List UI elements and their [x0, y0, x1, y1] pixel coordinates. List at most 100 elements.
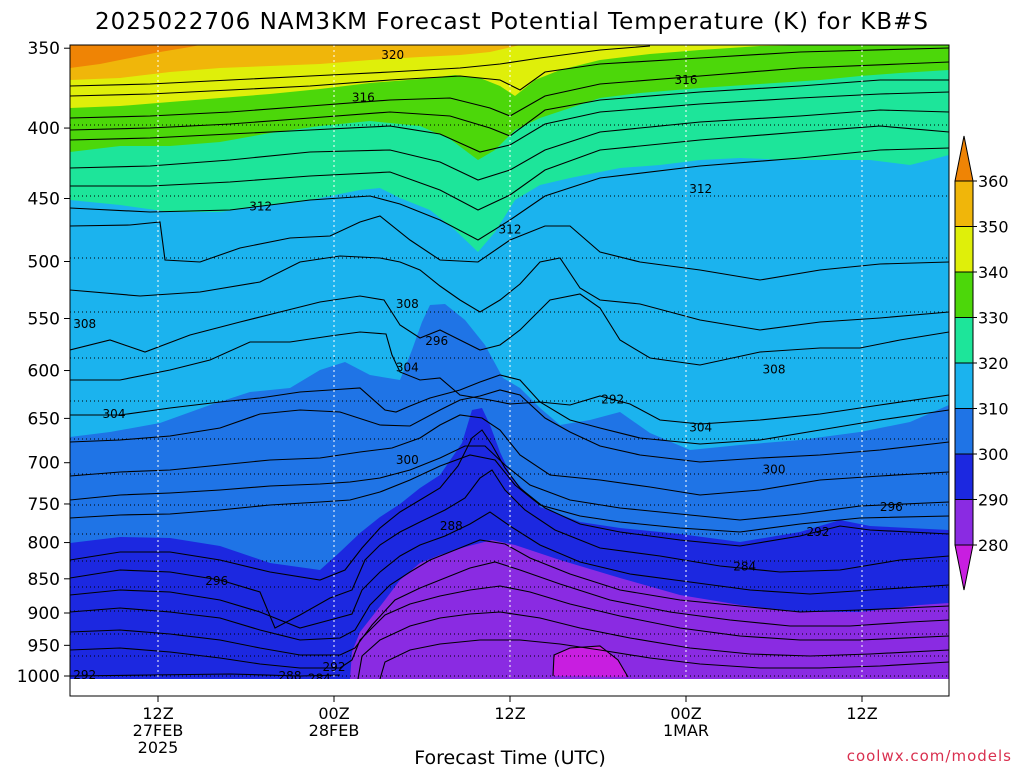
contour-line: [70, 91, 949, 153]
contour-line: [357, 611, 949, 679]
contour-line: [70, 374, 949, 445]
colorbar-label: 280: [978, 536, 1009, 555]
contour-line: [70, 414, 949, 496]
contour-line: [70, 79, 949, 137]
colorbar-segment: [954, 453, 974, 500]
contour-line: [70, 331, 949, 425]
contour-line: [70, 511, 949, 629]
contour-line: [70, 47, 949, 97]
contour-label: 292: [807, 525, 830, 539]
contour-line: [70, 585, 949, 669]
contour-label: 312: [249, 199, 272, 213]
contour-line: [70, 389, 949, 463]
x-tick-label: 12Z: [494, 704, 525, 723]
contour-line: [70, 125, 949, 211]
x-tick-label: 27FEB: [133, 721, 184, 740]
contour-label: 296: [205, 574, 228, 588]
y-tick-label: 400: [28, 119, 60, 139]
x-axis-label: Forecast Time (UTC): [414, 747, 605, 768]
contour-label: 292: [73, 668, 96, 682]
y-tick-label: 800: [28, 534, 60, 554]
contour-label: 312: [689, 182, 712, 196]
grid-lines: [70, 124, 949, 677]
x-tick-label: 12Z: [142, 704, 173, 723]
y-tick-label: 1000: [17, 667, 60, 687]
contour-lines: [70, 45, 949, 679]
contour-label: 284: [733, 560, 756, 574]
colorbar-segment: [954, 271, 974, 318]
y-tick-label: 500: [28, 252, 60, 272]
contour-label: 312: [499, 223, 522, 237]
colorbar: 280 290 300 310 320 330 340 350 360: [954, 135, 1009, 591]
colorbar-top-arrow: [954, 135, 974, 182]
contour-label: 320: [381, 48, 404, 62]
y-tick-label: 550: [28, 309, 60, 329]
contour-labels: 3523483443403403363363323323283283243203…: [73, 48, 903, 683]
x-tick-label: 2025: [138, 738, 179, 757]
contour-line: [70, 215, 949, 281]
x-tick-label: 00Z: [670, 704, 701, 723]
credit-text: coolwx.com/models: [847, 747, 1012, 765]
y-tick-label: 450: [28, 189, 60, 209]
colorbar-label: 320: [978, 354, 1009, 373]
band-350-360: [70, 45, 520, 80]
contour-line: [70, 539, 949, 641]
colorbar-label: 340: [978, 263, 1009, 282]
plot-area: 3523483443403403363363323323283283243203…: [70, 45, 949, 696]
y-tick-label: 350: [28, 39, 60, 59]
contour-label: 300: [763, 463, 786, 477]
contour-line: [70, 293, 949, 366]
contour-label: 308: [763, 363, 786, 377]
contour-line: [70, 45, 651, 87]
colorbar-segment: [954, 362, 974, 409]
contour-label: 288: [440, 519, 463, 533]
colorbar-segment: [954, 408, 974, 455]
contour-label: 292: [323, 660, 346, 674]
colorbar-label: 350: [978, 218, 1009, 237]
contour-line: [70, 454, 949, 533]
contour-label: 308: [396, 297, 419, 311]
contour-label: 288: [279, 669, 302, 683]
colorbar-label: 300: [978, 445, 1009, 464]
y-tick-label: 700: [28, 454, 60, 474]
contour-line: [70, 61, 949, 119]
y-tick-label: 900: [28, 604, 60, 624]
contour-label: 308: [73, 317, 96, 331]
y-tick-label: 950: [28, 636, 60, 656]
x-tick-label: 00Z: [318, 704, 349, 723]
contour-line: [70, 445, 949, 521]
contour-line: [70, 109, 949, 181]
ground-surface: [70, 679, 949, 696]
colorbar-label: 290: [978, 491, 1009, 510]
x-tick-label: 28FEB: [309, 721, 360, 740]
contour-label: 296: [425, 334, 448, 348]
colorbar-label: 330: [978, 309, 1009, 328]
chart-title: 2025022706 NAM3KM Forecast Potential Tem…: [95, 9, 929, 35]
colorbar-segment: [954, 180, 974, 227]
colorbar-bottom-arrow: [954, 544, 974, 591]
colorbar-label: 310: [978, 400, 1009, 419]
y-tick-label: 750: [28, 495, 60, 515]
contour-line: [70, 561, 949, 656]
contour-label: 304: [103, 407, 126, 421]
contour-line: [70, 429, 949, 581]
colorbar-segment: [954, 499, 974, 546]
contour-label: 316: [352, 90, 375, 104]
colorbar-segment: [954, 317, 974, 364]
contour-line: [70, 645, 629, 678]
band-290-300: [350, 540, 949, 679]
contour-line: [70, 147, 949, 241]
x-tick-label: 12Z: [846, 704, 877, 723]
y-tick-label: 850: [28, 570, 60, 590]
contour-label: 304: [689, 421, 712, 435]
time-grid-lines: [157, 45, 863, 679]
x-tick-label: 1MAR: [663, 721, 709, 740]
contour-label: 300: [396, 453, 419, 467]
pressure-axis: 2503003504004505005506006507007508008509…: [17, 39, 70, 687]
y-tick-label: 650: [28, 409, 60, 429]
colorbar-label: 360: [978, 172, 1009, 191]
contour-label: 304: [396, 361, 419, 375]
contour-line: [70, 469, 949, 629]
